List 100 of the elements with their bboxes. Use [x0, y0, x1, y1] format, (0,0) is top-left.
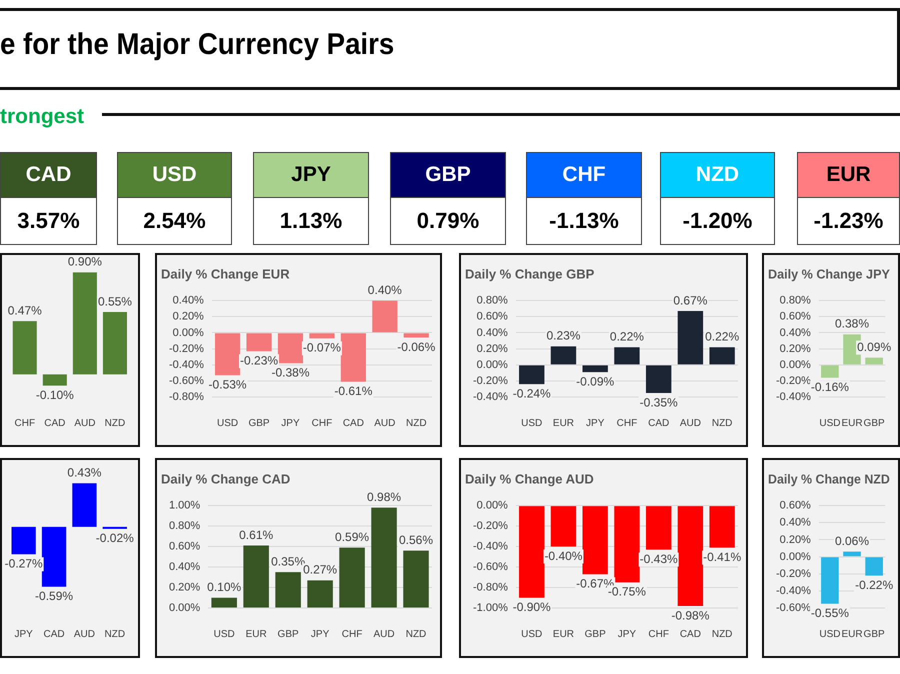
text: e for the Major Currency Pairs	[0, 28, 394, 62]
data-label: 0.43%	[67, 466, 102, 480]
data-label: 0.98%	[367, 490, 402, 504]
x-tick-label: EUR	[552, 628, 574, 640]
x-tick-label: GBP	[864, 628, 885, 640]
chart-title: Daily % Change AUD	[465, 471, 594, 486]
category-label: EUR	[798, 153, 899, 198]
text: 0.79%	[416, 208, 480, 233]
category-label: USD	[118, 153, 231, 198]
data-label: -0.38%	[271, 366, 310, 380]
x-tick-label: NZD	[406, 628, 426, 640]
category-label: GBP	[391, 153, 505, 198]
data-label: -0.61%	[334, 384, 373, 398]
data-label: -0.98%	[671, 608, 710, 622]
x-tick-label: CHF	[648, 628, 669, 640]
x-tick-label: NZD	[712, 628, 732, 640]
category-label: NZD	[661, 153, 774, 198]
data-label: 0.56%	[399, 532, 434, 547]
y-tick-label: -0.40%	[776, 391, 812, 404]
data-label: -0.43%	[640, 552, 678, 566]
data-label: 0.55%	[98, 294, 132, 308]
bar	[550, 346, 576, 364]
bar	[243, 546, 269, 608]
text: 1.13%	[280, 208, 342, 233]
y-tick-label: 0.60%	[168, 540, 200, 553]
y-tick-label: 0.40%	[780, 326, 812, 339]
bar	[102, 312, 127, 374]
y-tick-label: 0.80%	[780, 294, 812, 307]
data-label: 0.40%	[368, 282, 402, 297]
y-tick-label: 0.00%	[476, 358, 508, 371]
x-tick-label: NZD	[712, 418, 732, 429]
x-tick-label: AUD	[74, 628, 95, 640]
y-tick-label: 0.20%	[780, 342, 812, 355]
x-tick-label: USD	[819, 418, 840, 429]
y-tick-label: -0.60%	[472, 561, 508, 574]
y-tick-label: -0.60%	[776, 602, 812, 614]
x-tick-label: CHF	[14, 418, 36, 429]
text: trongest	[0, 105, 84, 129]
bar	[865, 358, 883, 364]
data-label: -0.53%	[208, 378, 247, 392]
text: 2.54%	[143, 208, 206, 233]
x-tick-label: CAD	[648, 418, 670, 429]
data-label: -0.27%	[4, 556, 44, 571]
x-tick-label: CHF	[616, 418, 638, 429]
data-label: 0.61%	[239, 528, 274, 542]
data-label: 0.47%	[8, 303, 42, 318]
chart-title: Daily % Change CAD	[161, 471, 290, 486]
x-tick-label: GBP	[278, 628, 300, 640]
x-tick-label: GBP	[864, 418, 885, 429]
data-label: -0.10%	[36, 388, 74, 402]
y-tick-label: -0.20%	[168, 342, 204, 355]
x-tick-label: CHF	[312, 418, 332, 429]
data-label: -0.35%	[640, 395, 678, 410]
x-tick-label: CHF	[342, 628, 362, 640]
x-tick-label: NZD	[406, 418, 427, 429]
x-tick-label: AUD	[74, 418, 96, 429]
category-label: CAD	[1, 153, 96, 198]
x-tick-label: AUD	[374, 418, 396, 429]
bar	[42, 374, 67, 386]
y-tick-label: 1.00%	[168, 500, 200, 512]
x-tick-label: USD	[521, 628, 542, 640]
y-tick-label: 0.80%	[476, 294, 508, 307]
data-label: -0.59%	[35, 589, 74, 604]
y-tick-label: 0.40%	[476, 326, 508, 339]
text: 3.57%	[17, 208, 80, 233]
y-tick-label: 0.40%	[780, 516, 812, 529]
x-tick-label: GBP	[248, 418, 270, 429]
y-tick-label: 0.20%	[172, 310, 204, 323]
x-tick-label: USD	[217, 418, 238, 429]
y-tick-label: -0.40%	[472, 391, 508, 404]
x-tick-label: CAD	[43, 628, 65, 640]
x-tick-label: EUR	[841, 628, 863, 640]
x-tick-label: AUD	[373, 628, 395, 640]
data-label: -0.09%	[576, 374, 615, 388]
bar	[12, 321, 37, 374]
y-tick-label: 0.20%	[168, 582, 200, 594]
text: -1.13%	[549, 208, 619, 233]
data-label: -0.40%	[544, 548, 583, 563]
data-label: -0.55%	[810, 606, 850, 620]
x-tick-label: EUR	[552, 418, 574, 429]
category-label: CHF	[527, 153, 641, 198]
bar	[646, 365, 672, 393]
y-tick-label: -0.40%	[776, 584, 812, 597]
x-tick-label: AUD	[680, 418, 701, 429]
y-tick-label: 0.20%	[780, 534, 812, 546]
data-label: -0.24%	[512, 386, 552, 400]
data-label: -0.41%	[703, 550, 742, 564]
data-label: -0.23%	[240, 354, 278, 368]
y-tick-label: -0.80%	[472, 582, 508, 594]
data-label: 0.22%	[610, 330, 644, 344]
bar	[821, 365, 839, 378]
data-label: -0.06%	[397, 340, 436, 354]
text: -1.23%	[814, 208, 884, 233]
x-tick-label: EUR	[246, 628, 267, 640]
x-tick-label: JPY	[310, 628, 330, 640]
y-tick-label: 0.60%	[780, 500, 812, 512]
y-tick-label: 0.00%	[476, 500, 508, 512]
chart-title: Daily % Change NZD	[768, 472, 890, 486]
x-tick-label: JPY	[14, 628, 34, 640]
y-tick-label: 0.40%	[168, 561, 200, 574]
